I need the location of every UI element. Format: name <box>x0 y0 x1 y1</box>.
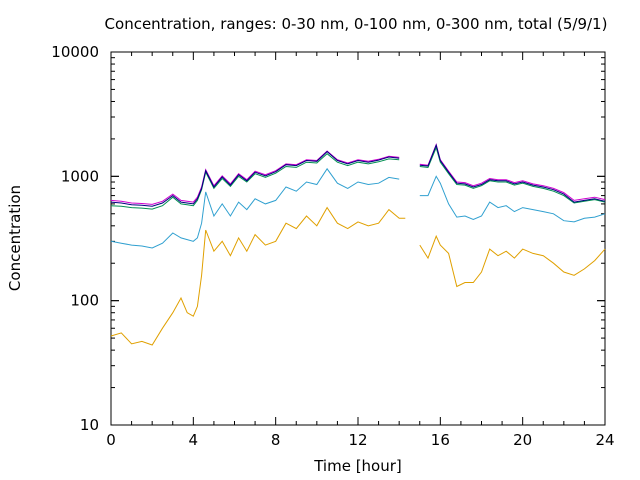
chart-title: Concentration, ranges: 0-30 nm, 0-100 nm… <box>105 15 608 33</box>
series-line-3 <box>419 146 606 204</box>
series-line-2 <box>419 175 606 223</box>
series-line-1 <box>419 234 606 288</box>
x-tick-label: 12 <box>348 431 367 449</box>
x-tick-label: 4 <box>189 431 199 449</box>
series-line-5 <box>110 150 400 207</box>
x-axis-title: Time [hour] <box>313 457 402 475</box>
y-tick-label: 100 <box>70 292 99 310</box>
series-line-5 <box>419 143 606 203</box>
y-axis-title: Concentration <box>6 185 24 291</box>
plot-frame <box>110 51 606 426</box>
series-layer <box>110 143 606 346</box>
x-tick-label: 16 <box>431 431 450 449</box>
series-line-1 <box>110 206 406 346</box>
x-tick-label: 0 <box>106 431 116 449</box>
axis-ticks: 0 4 8 12 16 20 24 10 100 1000 10000 <box>51 43 614 449</box>
y-tick-label: 10000 <box>51 43 99 61</box>
series-line-4 <box>110 150 400 205</box>
series-line-2 <box>110 167 400 249</box>
x-tick-label: 20 <box>513 431 532 449</box>
y-tick-label: 1000 <box>61 167 99 185</box>
x-tick-label: 24 <box>595 431 614 449</box>
series-line-4 <box>419 143 606 201</box>
y-tick-label: 10 <box>80 416 99 434</box>
series-line-3 <box>110 153 400 210</box>
x-tick-label: 8 <box>271 431 281 449</box>
